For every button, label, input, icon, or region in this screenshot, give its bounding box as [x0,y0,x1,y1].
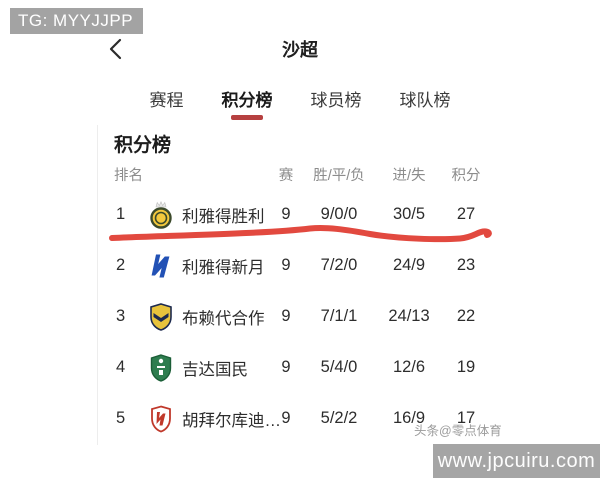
goals-value: 16/9 [392,409,426,427]
table-row[interactable]: 4 吉达国民 9 5/4/0 12/6 19 [98,342,507,393]
al-khaleej-crest-icon [140,404,182,434]
played-value: 9 [281,256,291,274]
tab-players[interactable]: 球员榜 [310,91,362,110]
goals-value: 24/13 [388,307,430,325]
points-value: 23 [456,256,476,274]
author-watermark: 头条@零点体育 [414,424,502,438]
nav-bar: 沙超 [0,36,600,62]
column-header-points: 积分 [451,167,481,184]
wdl-value: 7/2/0 [320,256,358,274]
table-row[interactable]: 2 利雅得新月 9 7/2/0 24/9 23 [98,240,507,291]
team-name: 利雅得新月 [182,258,265,277]
played-value: 9 [281,358,291,376]
rank-value: 4 [116,358,126,376]
tab-teams[interactable]: 球队榜 [399,91,451,110]
played-value: 9 [281,409,291,427]
column-header-goals: 进/失 [392,167,426,184]
column-header-wdl: 胜/平/负 [313,167,365,184]
rank-value: 3 [116,307,126,325]
table-row[interactable]: 3 布赖代合作 9 7/1/1 24/13 22 [98,291,507,342]
rank-value: 1 [116,205,126,223]
rank-value: 2 [116,256,126,274]
team-name: 胡拜尔库迪… [182,411,281,430]
rank-value: 5 [116,409,126,427]
played-value: 9 [281,205,291,223]
al-ahli-crest-icon [140,353,182,383]
points-value: 27 [456,205,476,223]
back-button[interactable] [106,38,126,60]
wdl-value: 7/1/1 [320,307,358,325]
standings-card: 积分榜 排名 赛 胜/平/负 进/失 积分 1 利雅得胜利 9 9/0/0 30… [97,125,507,445]
al-nassr-crest-icon [140,200,182,230]
page-title: 沙超 [282,40,318,60]
wdl-value: 5/2/2 [320,409,358,427]
tg-watermark-badge: TG: MYYJJPP [10,8,144,34]
team-name: 利雅得胜利 [182,207,265,226]
goals-value: 30/5 [392,205,426,223]
points-value: 19 [456,358,476,376]
wdl-value: 5/4/0 [320,358,358,376]
al-hilal-crest-icon [140,251,182,281]
column-header-played: 赛 [278,167,294,184]
played-value: 9 [281,307,291,325]
standings-section-title: 积分榜 [114,135,172,156]
tab-standings[interactable]: 积分榜 [220,84,275,120]
tab-bar: 赛程 积分榜 球员榜 球队榜 [0,84,600,120]
chevron-left-icon [109,38,122,60]
table-row[interactable]: 5 胡拜尔库迪… 9 5/2/2 16/9 17 [98,393,507,444]
table-row[interactable]: 1 利雅得胜利 9 9/0/0 30/5 27 [98,189,507,240]
goals-value: 24/9 [392,256,426,274]
tab-schedule[interactable]: 赛程 [149,91,184,110]
goals-value: 12/6 [392,358,426,376]
site-watermark: www.jpcuiru.com [433,444,600,478]
team-name: 吉达国民 [182,360,248,379]
team-name: 布赖代合作 [182,309,265,328]
al-taawoun-crest-icon [140,302,182,332]
standings-header-row: 排名 赛 胜/平/负 进/失 积分 [98,159,507,189]
points-value: 22 [456,307,476,325]
column-header-rank: 排名 [114,167,143,184]
points-value: 17 [456,409,476,427]
wdl-value: 9/0/0 [320,205,358,223]
